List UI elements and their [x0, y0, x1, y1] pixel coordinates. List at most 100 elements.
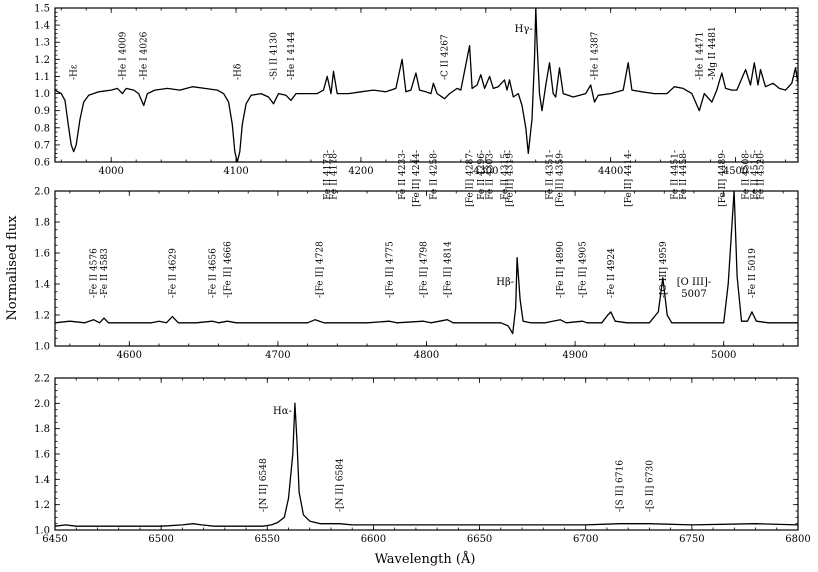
y-tick-label: 1.5 — [34, 4, 50, 15]
line-label: -Fe II 4583 — [100, 248, 110, 298]
line-label: [Fe II] 4414- — [624, 150, 634, 207]
y-tick-label: 1.6 — [34, 450, 50, 461]
y-tick-label: 1.2 — [34, 55, 50, 66]
plot-frame — [54, 377, 799, 531]
x-tick-label: 6450 — [42, 534, 67, 545]
y-tick-label: 0.8 — [34, 123, 50, 134]
panel-middle: 4600 4700 4800 4900 5000 1.0 1.2 1.4 1.6 1.8 2.0 -F… — [34, 187, 799, 361]
line-label: -He I 4026 — [140, 31, 150, 80]
line-label: -[Fe II] 4798 — [420, 241, 430, 298]
plot-frame — [54, 7, 799, 163]
x-tick-label: 4000 — [98, 166, 123, 177]
y-tick-label: 1.2 — [34, 311, 50, 322]
line-label: Hβ- — [496, 277, 514, 288]
line-label: [Fe II] 4359- — [555, 150, 565, 207]
line-label: Fe II 4351- — [546, 150, 556, 200]
line-label: -He I 4009 — [118, 31, 128, 80]
line-label: -C II 4267 — [441, 34, 451, 80]
y-tick-label: 1.1 — [34, 72, 50, 83]
y-tick-label: 1.0 — [34, 89, 50, 100]
line-label: Fe II 4173- — [323, 150, 333, 200]
y-tick-label: 1.4 — [34, 280, 50, 291]
line-label: -[S II] 6716 — [616, 460, 626, 512]
line-label: -Fe II 5019 — [748, 248, 758, 298]
y-tick-label: 1.6 — [34, 249, 50, 260]
line-label: Fe II 4233- — [398, 150, 408, 200]
line-label: Fe II 4451- — [670, 150, 680, 200]
x-tick-label: 6600 — [361, 534, 386, 545]
spectrum-line-blue — [55, 8, 798, 162]
line-label: -[S II] 6730 — [645, 460, 655, 512]
line-label: Fe II 4315- — [501, 150, 511, 200]
x-tick-label: 6500 — [148, 534, 173, 545]
line-label: -Fe II 4576 — [90, 248, 100, 298]
y-tick-label: 1.0 — [34, 526, 50, 537]
y-tick-label: 1.0 — [34, 342, 50, 353]
line-label: [Fe II] 4287- — [466, 150, 476, 207]
line-label: -Mg II 4481 — [708, 26, 718, 80]
y-tick-label: 1.8 — [34, 218, 50, 229]
line-label: -Fe II 4924 — [607, 248, 617, 298]
line-label: Fe II 4458- — [679, 150, 689, 200]
line-label: -[Fe II] 4728 — [316, 241, 326, 298]
x-axis-label: Wavelength (Å) — [375, 551, 476, 567]
line-label: 5007 — [681, 289, 706, 300]
x-tick-label: 5000 — [711, 350, 736, 361]
spectrum-line-red — [55, 402, 798, 527]
line-label: [Fe II] 4319- — [506, 150, 516, 207]
y-tick-label: 2.0 — [34, 187, 50, 198]
x-tick-label: 4600 — [117, 350, 142, 361]
line-label: Fe II 4508- — [742, 150, 752, 200]
line-label: -Fe II 4629 — [168, 248, 178, 298]
line-label: -[Fe II] 4775 — [385, 241, 395, 298]
panel-blue: 4000 4100 4200 4300 4400 4500 0.6 0.7 0.8 0.9 1.0 1… — [34, 4, 799, 207]
y-tick-label: 0.9 — [34, 106, 50, 117]
line-label: -[Fe II] 4890 — [556, 241, 566, 298]
line-label: -Hε — [70, 64, 80, 80]
x-tick-label: 6750 — [679, 534, 704, 545]
line-label: -[O III] 4959 — [659, 241, 669, 298]
line-label: [O III]- — [677, 277, 711, 288]
line-label: Fe II 4258- — [429, 150, 439, 200]
x-tick-label: 6800 — [785, 534, 810, 545]
line-label: Fe II 4178- — [329, 150, 339, 200]
y-tick-label: 1.4 — [34, 475, 50, 486]
line-label: -He I 4144 — [287, 31, 297, 80]
line-label: Hα- — [273, 406, 292, 417]
x-tick-label: 6650 — [467, 534, 492, 545]
x-tick-label: 4800 — [414, 350, 439, 361]
line-label: Fe II 4515- — [750, 150, 760, 200]
line-label: [Fe II] 4244- — [412, 150, 422, 207]
y-tick-label: 1.3 — [34, 38, 50, 49]
line-label: -He I 4471 — [695, 32, 705, 80]
x-tick-label: 4300 — [473, 166, 498, 177]
line-label: -Si II 4130 — [270, 32, 280, 80]
spectrum-line-middle — [55, 191, 798, 335]
y-tick-label: 0.7 — [34, 140, 50, 151]
y-tick-label: 2.2 — [34, 374, 50, 385]
line-label: -He I 4387 — [590, 31, 600, 80]
line-label: -[Fe II] 4666 — [223, 241, 233, 298]
line-label: -[N II] 6548 — [259, 458, 269, 512]
y-tick-label: 1.2 — [34, 500, 50, 511]
x-tick-label: 6700 — [573, 534, 598, 545]
line-label: Fe II 4303- — [486, 150, 496, 200]
y-tick-label: 0.6 — [34, 158, 50, 169]
line-label: -[Fe II] 4905 — [579, 241, 589, 298]
y-tick-label: 1.8 — [34, 424, 50, 435]
line-label: Hγ- — [515, 24, 533, 35]
y-tick-label: 1.4 — [34, 21, 50, 32]
x-tick-label: 4200 — [348, 166, 373, 177]
y-tick-label: 2.0 — [34, 399, 50, 410]
line-label: -Hδ — [233, 64, 243, 80]
x-tick-label: 6550 — [255, 534, 280, 545]
x-tick-label: 4100 — [223, 166, 248, 177]
x-tick-label: 4500 — [723, 166, 748, 177]
line-label: Fe II 4296- — [477, 150, 487, 200]
line-label: -[N II] 6584 — [335, 458, 345, 512]
x-tick-label: 4400 — [598, 166, 623, 177]
line-label: -[Fe II] 4814 — [443, 241, 453, 298]
line-label: [Fe II] 4489- — [718, 150, 728, 207]
y-axis-label: Normalised flux — [5, 215, 20, 321]
